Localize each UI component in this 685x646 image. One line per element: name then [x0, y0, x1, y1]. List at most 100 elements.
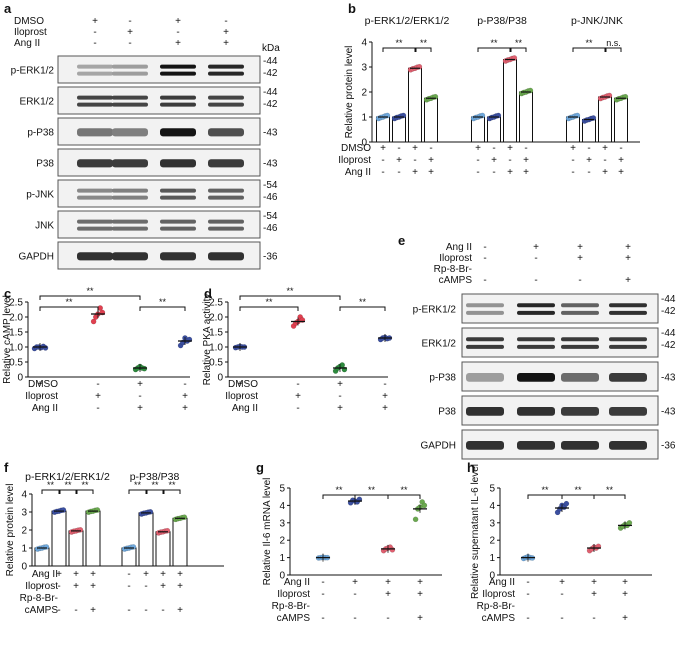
blot-frame — [57, 86, 261, 115]
condition-sign: - — [128, 16, 131, 27]
bar — [155, 531, 171, 567]
blot-band — [208, 159, 244, 168]
scatter-chart-panel-g: 0 1 2 3 4 5 Relative Il-6 mRNA level ** ** ** Ang … — [262, 478, 442, 624]
condition-sign: - — [508, 155, 511, 166]
significance-bracket — [561, 494, 595, 499]
y-tick-label: 0 — [361, 138, 367, 149]
condition-sign: + — [602, 167, 608, 178]
condition-label: Ang II — [489, 577, 515, 588]
condition-sign: - — [238, 403, 241, 414]
significance-label: ** — [81, 480, 89, 490]
condition-sign: - — [144, 605, 147, 616]
significance-bracket — [382, 47, 416, 52]
condition-sign: + — [618, 167, 624, 178]
blot-band — [77, 95, 113, 100]
significance-bracket — [128, 489, 147, 494]
condition-sign: - — [386, 613, 389, 624]
y-tick-label: 2.0 — [209, 313, 223, 324]
panel-label-a: a — [4, 1, 12, 16]
significance-label: ** — [606, 485, 614, 495]
significance-label: ** — [420, 38, 428, 48]
significance-bracket — [239, 306, 299, 311]
data-point — [43, 544, 50, 550]
condition-sign: - — [93, 38, 96, 49]
significance-label: ** — [47, 480, 55, 490]
condition-sign: + — [177, 581, 183, 592]
significance-label: ** — [490, 38, 498, 48]
blot-band — [609, 337, 647, 342]
condition-sign: + — [177, 569, 183, 580]
condition-sign: + — [137, 379, 143, 390]
condition-sign: + — [618, 155, 624, 166]
condition-label: Iloprost — [14, 27, 47, 38]
condition-sign: + — [428, 155, 434, 166]
blot-band — [77, 102, 113, 107]
y-tick-label: 0 — [21, 562, 27, 573]
y-tick-label: 0 — [279, 571, 285, 582]
bar — [408, 67, 422, 143]
bar — [503, 59, 517, 143]
significance-label: n.s. — [606, 38, 621, 48]
significance-label: ** — [400, 485, 408, 495]
condition-sign: + — [223, 27, 229, 38]
condition-sign: - — [571, 155, 574, 166]
condition-sign: - — [587, 143, 590, 154]
significance-label: ** — [585, 38, 593, 48]
condition-sign: - — [429, 143, 432, 154]
condition-sign: + — [625, 275, 631, 286]
y-tick-label: 4 — [279, 501, 285, 512]
blot-row-label: JNK — [35, 221, 54, 232]
blot-band — [208, 195, 244, 200]
y-tick-label: 1.5 — [9, 328, 23, 339]
y-axis-label: Relative protein level — [5, 484, 16, 577]
panel-label-d: d — [204, 286, 212, 301]
condition-label: Iloprost — [439, 253, 472, 264]
y-tick-label: 0.5 — [9, 358, 23, 369]
condition-sign: + — [602, 143, 608, 154]
western-blot-panel-e: Ang II - + + +Iloprost - - + +Rp-8-Br-cAMPS - - - +p… — [413, 242, 676, 460]
bar — [51, 510, 67, 567]
group-title: p-P38/P38 — [477, 15, 527, 27]
condition-sign: + — [92, 16, 98, 27]
data-point — [626, 520, 633, 526]
condition-label: cAMPS — [482, 613, 516, 624]
condition-label: cAMPS — [277, 613, 311, 624]
condition-sign: - — [383, 379, 386, 390]
condition-sign: - — [96, 379, 99, 390]
blot-band — [609, 303, 647, 308]
condition-sign: - — [40, 569, 43, 580]
condition-sign: + — [160, 569, 166, 580]
y-tick-label: 5 — [279, 484, 285, 495]
condition-sign: + — [396, 155, 402, 166]
condition-sign: + — [90, 581, 96, 592]
mw-marker: -44 — [263, 87, 278, 98]
group-title: p-ERK1/2/ERK1/2 — [25, 471, 110, 483]
condition-label: DMSO — [28, 379, 58, 390]
mw-marker: -46 — [263, 223, 278, 234]
condition-label: Iloprost — [25, 581, 58, 592]
mw-marker: -54 — [263, 180, 278, 191]
condition-sign: + — [352, 577, 358, 588]
blot-frame — [57, 179, 261, 208]
blot-band — [112, 188, 148, 193]
y-tick-label: 1 — [361, 113, 367, 124]
blot-band — [208, 71, 244, 76]
y-tick-label: 1.0 — [9, 343, 23, 354]
bar — [519, 91, 533, 143]
blot-band — [466, 337, 504, 342]
blot-band — [517, 303, 555, 308]
data-point — [412, 516, 419, 523]
blot-band — [208, 226, 244, 231]
significance-bracket — [339, 306, 386, 311]
blot-row-label: P38 — [36, 159, 54, 170]
condition-sign: + — [175, 38, 181, 49]
condition-label: Iloprost — [225, 391, 258, 402]
condition-sign: - — [57, 581, 60, 592]
blot-band — [561, 337, 599, 342]
y-tick-label: 4 — [489, 501, 495, 512]
significance-label: ** — [574, 485, 582, 495]
significance-bracket — [163, 489, 181, 494]
condition-label: Ang II — [345, 167, 371, 178]
